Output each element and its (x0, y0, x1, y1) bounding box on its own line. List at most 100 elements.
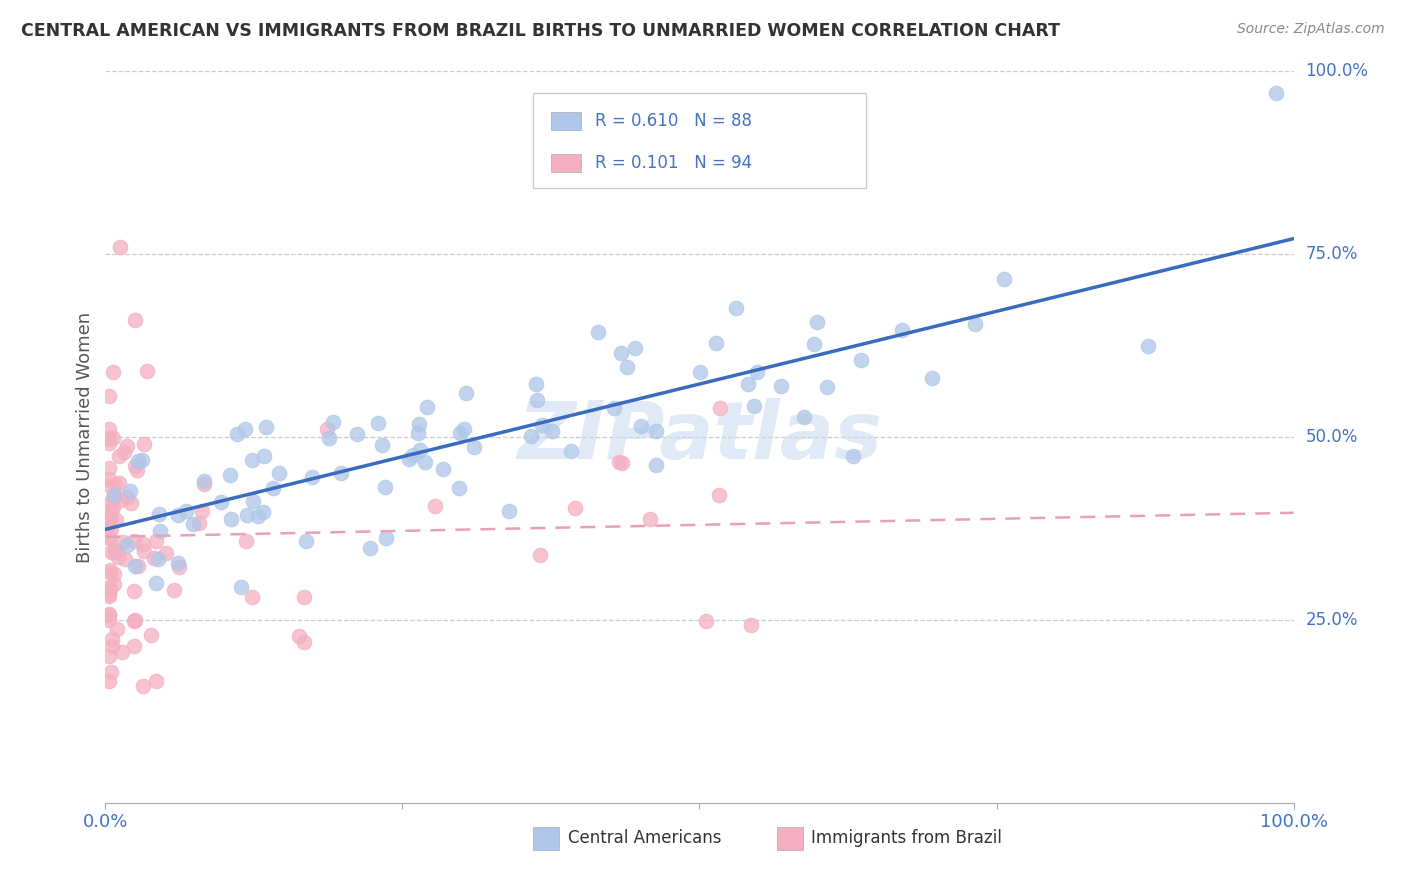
Point (163, 582, 186, 597)
Point (640, 511, 662, 525)
Point (375, 532, 398, 546)
FancyBboxPatch shape (551, 112, 581, 130)
Point (100, 545, 122, 559)
Point (219, 512, 242, 526)
Point (105, 513, 128, 527)
Point (209, 495, 232, 509)
Point (262, 481, 284, 495)
Point (122, 583, 145, 598)
Point (124, 613, 146, 627)
Point (98, 530, 121, 544)
Text: 25.0%: 25.0% (1305, 611, 1358, 629)
Point (100, 505, 122, 519)
Point (98, 389, 121, 403)
Point (98, 565, 121, 579)
Point (132, 537, 155, 551)
Point (98, 607, 121, 622)
Point (127, 463, 149, 477)
Point (540, 425, 562, 439)
Point (115, 538, 138, 552)
Point (432, 461, 454, 475)
Point (108, 475, 131, 490)
Text: R = 0.101   N = 94: R = 0.101 N = 94 (595, 153, 752, 172)
Text: Central Americans: Central Americans (568, 829, 721, 847)
Point (105, 622, 128, 636)
Point (104, 477, 127, 491)
Point (586, 325, 609, 339)
Point (225, 426, 247, 441)
Point (242, 494, 264, 508)
Point (806, 315, 828, 329)
Point (193, 474, 215, 488)
Point (330, 467, 353, 481)
Point (188, 516, 211, 530)
Point (98, 497, 121, 511)
Point (890, 323, 912, 337)
Point (519, 428, 541, 442)
Point (101, 500, 124, 514)
Point (409, 443, 432, 458)
Point (145, 576, 167, 591)
Point (176, 504, 198, 518)
Point (167, 556, 190, 570)
Point (103, 431, 125, 445)
Point (193, 477, 215, 491)
Point (111, 534, 134, 549)
Point (318, 431, 340, 445)
Point (100, 665, 122, 679)
Point (815, 380, 838, 394)
Point (630, 418, 652, 433)
Point (98, 510, 121, 524)
Point (449, 425, 471, 440)
Point (107, 549, 129, 564)
Point (295, 533, 318, 548)
Text: Immigrants from Brazil: Immigrants from Brazil (811, 829, 1002, 847)
Point (704, 336, 727, 351)
Text: Source: ZipAtlas.com: Source: ZipAtlas.com (1237, 22, 1385, 37)
Point (530, 417, 553, 432)
Point (454, 385, 477, 400)
Point (524, 376, 547, 391)
Point (609, 346, 631, 360)
Point (98, 607, 121, 622)
Point (98, 589, 121, 603)
Point (101, 639, 124, 653)
Y-axis label: Births to Unmarried Women: Births to Unmarried Women (76, 311, 94, 563)
Point (252, 505, 274, 519)
Point (98, 516, 121, 531)
Point (965, 317, 987, 331)
Point (98, 477, 121, 491)
Point (118, 484, 141, 499)
Point (921, 371, 943, 385)
Point (98, 518, 121, 533)
Point (398, 451, 420, 466)
Point (406, 425, 429, 440)
Point (315, 422, 337, 436)
Point (526, 393, 548, 408)
Text: R = 0.610   N = 88: R = 0.610 N = 88 (595, 112, 752, 130)
Point (740, 617, 762, 632)
Text: ZIPatlas: ZIPatlas (517, 398, 882, 476)
Point (408, 417, 430, 431)
Point (359, 541, 381, 555)
Text: CENTRAL AMERICAN VS IMMIGRANTS FROM BRAZIL BIRTHS TO UNMARRIED WOMEN CORRELATION: CENTRAL AMERICAN VS IMMIGRANTS FROM BRAZ… (21, 22, 1060, 40)
Point (413, 455, 436, 469)
Point (155, 546, 177, 560)
Point (453, 422, 475, 436)
Point (146, 551, 169, 566)
Point (603, 401, 626, 415)
Point (145, 673, 167, 688)
Point (101, 365, 124, 379)
Text: 50.0%: 50.0% (1305, 428, 1358, 446)
Point (235, 534, 257, 549)
Point (709, 401, 731, 416)
Point (371, 438, 394, 452)
Point (143, 550, 166, 565)
Point (105, 542, 128, 557)
Point (98, 461, 121, 475)
Point (218, 467, 240, 482)
Point (131, 453, 153, 467)
Point (111, 645, 134, 659)
Point (132, 437, 155, 451)
Point (167, 559, 190, 574)
